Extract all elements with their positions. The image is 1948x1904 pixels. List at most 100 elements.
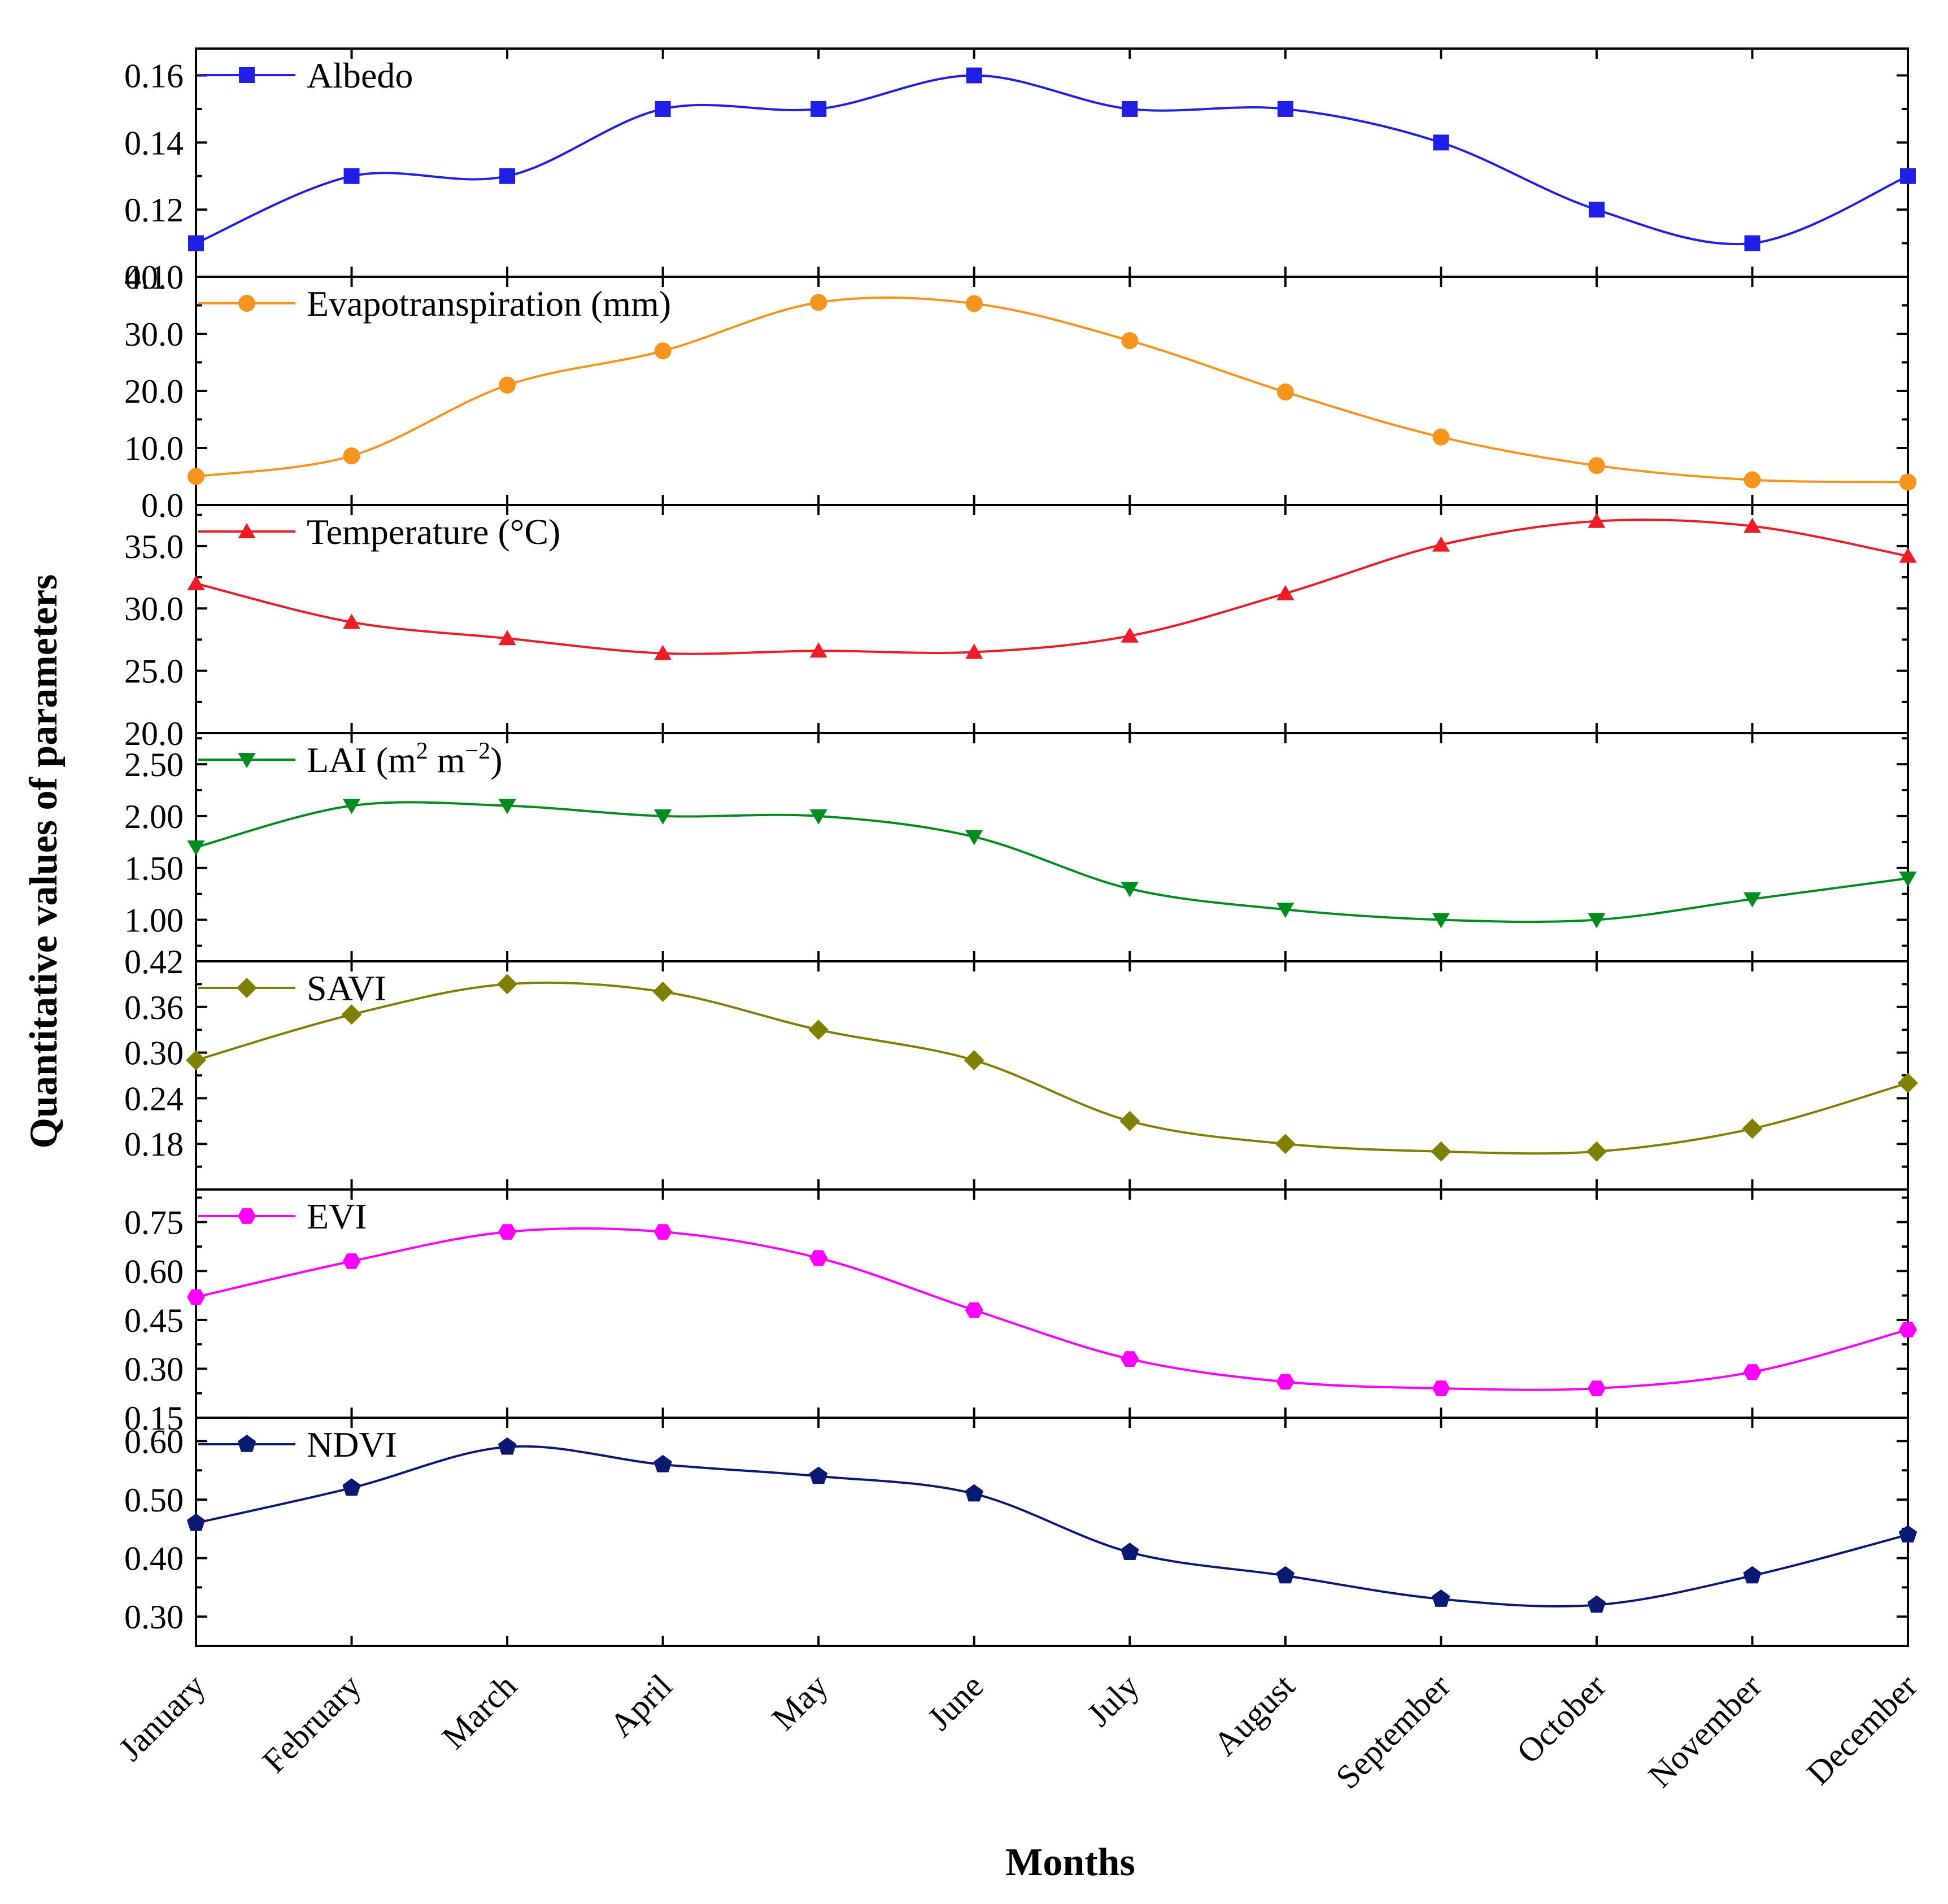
panel-frame <box>195 960 1909 1191</box>
legend-marker <box>238 1208 256 1224</box>
panel-albedo: 0.10 0.12 0.14 0.16 Albedo <box>124 47 1916 296</box>
x-tick-label: May <box>765 1667 835 1737</box>
x-axis-ticks: January February March April May June July Augu… <box>112 1667 1925 1796</box>
x-tick-label: September <box>1328 1667 1457 1796</box>
data-point <box>1586 1141 1607 1162</box>
data-point <box>1588 202 1605 218</box>
data-point <box>1276 1374 1295 1390</box>
legend-marker <box>238 523 256 538</box>
data-point <box>343 799 361 814</box>
data-point <box>809 809 827 825</box>
x-tick-label: August <box>1206 1667 1302 1762</box>
legend-label: Evapotranspiration (mm) <box>307 284 671 324</box>
data-point <box>809 1466 828 1484</box>
data-point <box>1899 1322 1917 1337</box>
data-point <box>964 1050 984 1071</box>
x-tick-label: March <box>435 1667 524 1756</box>
legend-marker <box>239 67 255 83</box>
legend-evi: EVI <box>198 1196 367 1236</box>
data-point <box>965 1484 983 1502</box>
data-point <box>654 809 672 825</box>
data-point <box>1432 913 1450 929</box>
data-point <box>343 447 360 465</box>
series-line-savi <box>195 981 1908 1155</box>
data-point <box>188 235 204 251</box>
legend-label: SAVI <box>307 968 386 1008</box>
data-point <box>808 1019 829 1040</box>
legend-label: NDVI <box>307 1424 397 1465</box>
data-point <box>1121 882 1139 897</box>
y-tick-label: 0.36 <box>124 989 184 1026</box>
data-point <box>1119 1110 1140 1131</box>
legend-marker <box>238 295 255 312</box>
data-point <box>1432 428 1450 446</box>
panel-evi: 0.15 0.30 0.45 0.60 0.75 EVI <box>124 1188 1917 1437</box>
y-tick-label: 20.0 <box>124 715 184 752</box>
panel-lai: 1.00 1.50 2.00 2.50 LAI (m2 m−2) <box>124 732 1917 962</box>
data-point <box>810 101 827 117</box>
x-tick-label: January <box>112 1667 213 1768</box>
panel-temperature: 20.0 25.0 30.0 35.0 Temperature (°C) <box>124 504 1917 752</box>
data-point <box>1121 332 1139 350</box>
y-tick-label: 0.45 <box>124 1302 184 1339</box>
y-tick-label: 0.15 <box>124 1400 184 1437</box>
data-point <box>1898 1525 1918 1543</box>
data-point <box>187 575 205 591</box>
data-point <box>1588 512 1606 528</box>
y-tick-label: 1.50 <box>124 850 184 887</box>
y-tick-label: 0.30 <box>124 1350 184 1388</box>
y-tick-label: 0.24 <box>124 1080 184 1117</box>
data-point <box>1277 101 1293 117</box>
data-point <box>499 376 516 394</box>
data-point <box>498 1437 517 1455</box>
y-tick-label: 0.75 <box>124 1204 184 1241</box>
data-point <box>1121 1351 1139 1367</box>
data-point <box>186 1050 206 1071</box>
data-point <box>1899 547 1917 563</box>
y-tick-label: 10.0 <box>124 430 184 467</box>
data-point <box>1898 1073 1918 1093</box>
x-tick-label: November <box>1641 1667 1769 1795</box>
legend-label: EVI <box>307 1196 367 1236</box>
series-line-lai <box>195 801 1908 923</box>
data-point <box>1276 384 1294 401</box>
series-line-ndvi <box>195 1445 1908 1607</box>
data-point <box>1433 134 1449 151</box>
data-point <box>1275 1134 1296 1154</box>
data-point <box>1743 1566 1762 1584</box>
data-point <box>1587 1380 1606 1396</box>
panel-savi: 0.18 0.24 0.30 0.36 0.42 SAVI <box>124 943 1918 1191</box>
data-point <box>809 1250 828 1266</box>
x-tick-label: July <box>1080 1667 1146 1733</box>
legend-label: Temperature (°C) <box>307 512 560 552</box>
y-tick-label: 30.0 <box>124 316 184 353</box>
x-tick-label: December <box>1799 1667 1924 1792</box>
data-point <box>965 295 983 312</box>
series-line-evi <box>195 1227 1908 1391</box>
data-point <box>1587 1595 1606 1613</box>
y-tick-label: 0.18 <box>124 1126 184 1163</box>
data-point <box>1122 101 1138 117</box>
data-point <box>498 799 516 814</box>
chart-panels: 0.10 0.12 0.14 0.16 Albedo 0.0 10.0 20.0 30.0 40.… <box>124 47 1918 1647</box>
data-point <box>343 168 360 184</box>
data-point <box>654 644 672 660</box>
y-tick-label: 0.12 <box>124 191 184 229</box>
legend-savi: SAVI <box>198 968 386 1008</box>
data-point <box>1276 585 1295 600</box>
legend-marker <box>237 978 257 998</box>
data-point <box>341 1004 362 1025</box>
data-point <box>1431 1141 1452 1162</box>
x-tick-label: October <box>1510 1667 1613 1771</box>
data-point <box>966 67 982 84</box>
y-tick-label: 1.00 <box>124 902 184 939</box>
y-tick-label: 0.0 <box>141 487 184 524</box>
legend-albedo: Albedo <box>198 55 413 95</box>
series-line-temperature <box>195 519 1908 655</box>
panel-frame <box>195 1417 1909 1647</box>
series-line-albedo <box>195 74 1908 246</box>
data-point <box>965 643 983 659</box>
data-point <box>188 468 204 485</box>
y-tick-label: 0.60 <box>124 1423 184 1460</box>
